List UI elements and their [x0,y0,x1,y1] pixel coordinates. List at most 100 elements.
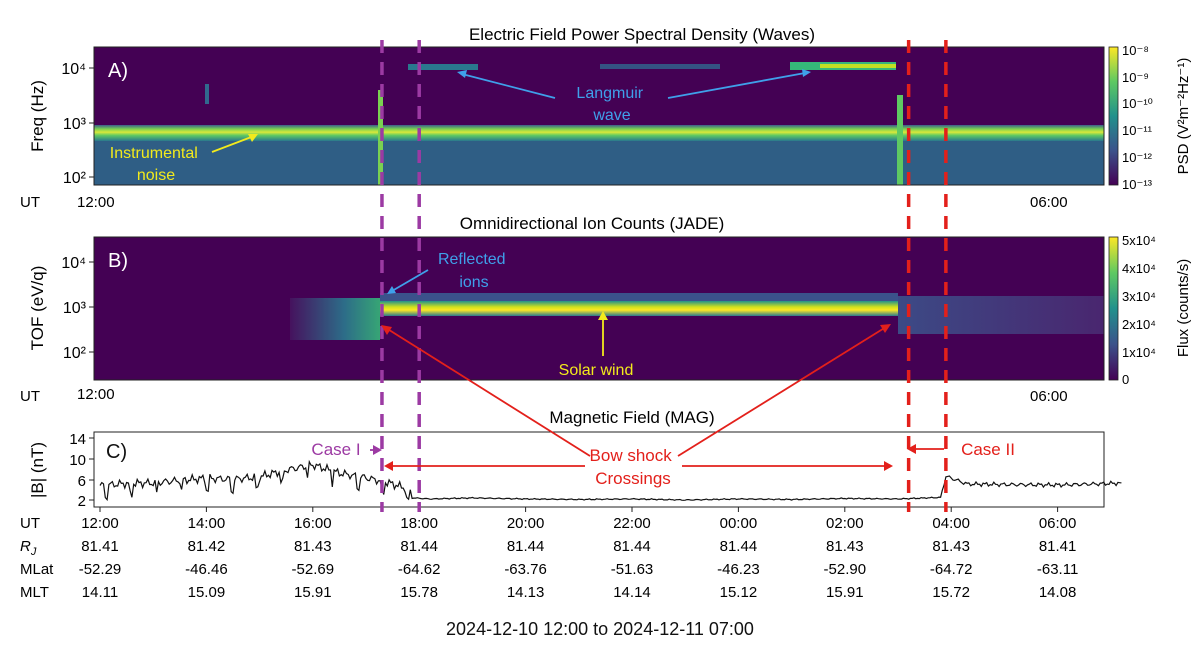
panel-b-post-shock-ions [898,296,1104,334]
panel-b-label: B) [108,250,128,272]
ephemeris-cell-1-9: 04:00 [932,515,970,532]
colorbar-a-label: PSD (V²m⁻²Hz⁻¹) [1175,58,1192,175]
annotation-langmuir-wave-line-2: wave [592,107,630,124]
ephemeris-cell-2-10: 81.41 [1039,538,1077,555]
ephemeris-row-label-2: RJ [20,538,37,558]
panel-b-title: Omnidirectional Ion Counts (JADE) [460,214,725,233]
arrow-langmuir-left [461,73,556,99]
ephemeris-cell-3-4: -64.62 [398,561,441,578]
panel-a-ylabel: Freq (Hz) [28,80,47,152]
ytick-label-a-3: 10² [63,170,87,187]
ephemeris-cell-2-9: 81.43 [932,538,970,555]
ephemeris-cell-4-3: 15.91 [294,584,332,601]
colorbar-b-tick-2: 4x10⁴ [1122,261,1156,276]
colorbar-a-ticks: 10⁻⁸ 10⁻⁹ 10⁻¹⁰ 10⁻¹¹ 10⁻¹² 10⁻¹³ [1122,43,1153,192]
colorbar-a-tick-5: 10⁻¹² [1122,150,1153,165]
event-lines [380,40,948,512]
annotation-case-2: Case II [961,440,1015,459]
ephemeris-row-label-3: MLat [20,561,54,578]
panel-a-frame [93,46,1105,186]
arrow-instrumental-noise [211,135,255,153]
arrowhead-case-1 [373,445,382,455]
annotation-solar-wind: Solar wind [559,362,634,379]
magnetic-field-series [99,459,1122,502]
ephemeris-cell-2-7: 81.44 [720,538,758,555]
ytick-label-c-1: 14 [69,431,86,448]
arrowhead-reflected-ions [387,286,396,294]
ephemeris-cell-3-10: -63.11 [1037,561,1078,578]
annotation-bow-shock-line-1: Bow shock [590,446,673,465]
ephemeris-cell-4-6: 14.14 [613,584,651,601]
panel-b-pre-shock-ions [290,298,380,340]
colorbar-b-tick-1: 5x10⁴ [1122,233,1156,248]
ytick-label-c-2: 10 [69,452,86,469]
ephemeris-cell-4-2: 15.09 [188,584,226,601]
panel-a-langmuir-band-2 [600,64,720,69]
ytick-label-c-3: 6 [78,473,86,490]
panel-a-noise-band [94,125,1104,141]
panel-a-yticks: 10⁴ 10³ 10² [61,61,94,187]
annotation-instrumental-noise-line-2: noise [137,167,175,184]
panel-b-frame [93,236,1105,381]
arrow-bow-shock-to-b-left [385,327,591,457]
panel-c-label: C) [106,441,127,463]
panel-a-langmuir-band-1 [408,64,478,70]
ephemeris-cell-4-5: 14.13 [507,584,545,601]
panel-c-title: Magnetic Field (MAG) [549,408,714,427]
annotation-reflected-ions: Reflected ions [438,251,510,291]
panel-c-frame [93,431,1105,508]
ephemeris-cell-1-4: 18:00 [400,515,438,532]
ephemeris-cell-2-2: 81.42 [188,538,226,555]
annotation-reflected-ions-line-1: Reflected [438,251,506,268]
panel-b-ylabel: TOF (eV/q) [28,266,47,351]
ephemeris-cell-1-8: 02:00 [826,515,864,532]
ephemeris-cell-2-4: 81.44 [400,538,438,555]
panel-a-xtick-start: 12:00 [77,194,115,211]
ephemeris-cell-3-6: -51.63 [611,561,654,578]
annotation-bow-shock: Bow shock Crossings [590,446,677,488]
ephemeris-cell-3-2: -46.46 [185,561,228,578]
panel-a-burst [205,84,209,104]
ephemeris-cell-3-7: -46.23 [717,561,760,578]
arrowhead-bow-shock-to-b-left [381,325,392,335]
ytick-label-b-1: 10⁴ [61,255,86,272]
ephemeris-cell-1-1: 12:00 [81,515,119,532]
ephemeris-cell-4-10: 14.08 [1039,584,1077,601]
ytick-label-a-2: 10³ [63,116,87,133]
panel-a-lower-continuum [94,140,1104,185]
arrow-bow-shock-to-b-right [677,326,887,457]
panel-b-plot [94,237,1104,380]
ephemeris-cell-1-3: 16:00 [294,515,332,532]
ytick-label-a-1: 10⁴ [61,61,86,78]
arrowhead-instrumental-noise [248,134,258,142]
ephemeris-cell-4-4: 15.78 [400,584,438,601]
ephemeris-table: UT 12:00 14:00 16:00 18:00 20:00 22:00 00:00 02:… [20,515,1078,601]
colorbar-a [1108,46,1119,186]
panel-a-shock-spike-2 [897,95,903,185]
ephemeris-cell-1-6: 22:00 [613,515,651,532]
ephemeris-cell-3-9: -64.72 [930,561,973,578]
ephemeris-cell-4-7: 15.12 [720,584,758,601]
panel-a-plot [94,47,1104,185]
annotation-instrumental-noise-line-1: Instrumental [110,145,198,162]
annotation-langmuir-wave: Langmuir wave [576,85,647,124]
ephemeris-cell-3-1: -52.29 [79,561,122,578]
annotation-langmuir-wave-line-1: Langmuir [576,85,643,102]
panel-a-title: Electric Field Power Spectral Density (W… [469,25,815,44]
arrow-reflected-ions [391,269,429,292]
ephemeris-cell-4-8: 15.91 [826,584,864,601]
arrowhead-bow-shock-right [884,461,893,471]
panel-b-ut-label: UT [20,388,40,405]
ephemeris-cell-2-8: 81.43 [826,538,864,555]
colorbar-b-ticks: 5x10⁴ 4x10⁴ 3x10⁴ 2x10⁴ 1x10⁴ 0 [1122,233,1156,387]
colorbar-a-tick-2: 10⁻⁹ [1122,70,1149,85]
ephemeris-cell-1-2: 14:00 [188,515,226,532]
ephemeris-cell-2-1: 81.41 [81,538,119,555]
ytick-label-b-3: 10² [63,345,87,362]
panel-a-label: A) [108,60,128,82]
ephemeris-row-label-1: UT [20,515,40,532]
arrowhead-case-2 [907,444,916,454]
ephemeris-cell-3-8: -52.90 [824,561,867,578]
colorbar-a-tick-4: 10⁻¹¹ [1122,123,1153,138]
